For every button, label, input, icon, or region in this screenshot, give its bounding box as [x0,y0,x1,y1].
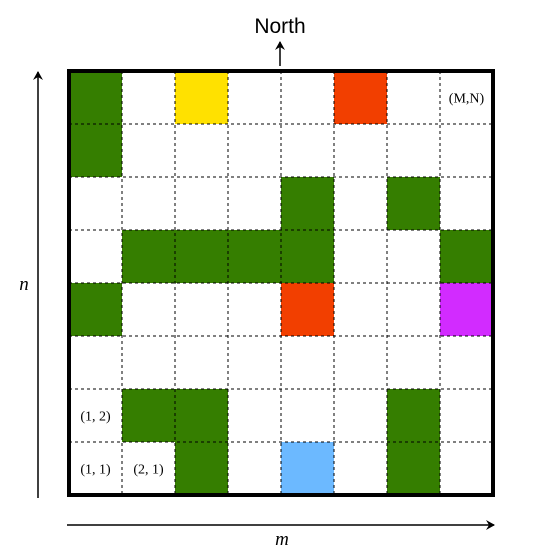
cell-yellow-3-8 [175,71,228,124]
cell-coordinate-label: (M,N) [449,92,485,107]
cell-coordinate-label: (2, 1) [133,463,164,478]
cell-green-2-2 [122,389,175,442]
cell-green-1-7 [69,124,122,177]
y-axis-label: n [19,274,29,295]
cell-green-7-6 [387,177,440,230]
cell-green-3-5 [175,230,228,283]
cell-coordinate-label: (1, 2) [80,410,111,425]
cell-green-7-2 [387,389,440,442]
cell-green-5-5 [281,230,334,283]
cell-green-5-6 [281,177,334,230]
cell-red-5-4 [281,283,334,336]
cell-red-6-8 [334,71,387,124]
cell-green-7-1 [387,442,440,495]
cell-green-1-8 [69,71,122,124]
cell-green-3-1 [175,442,228,495]
cell-green-8-5 [440,230,493,283]
cell-blue-5-1 [281,442,334,495]
cell-magenta-8-4 [440,283,493,336]
cell-coordinate-label: (1, 1) [80,463,111,478]
cell-green-4-5 [228,230,281,283]
north-label: North [254,15,305,38]
cell-green-2-5 [122,230,175,283]
cell-green-3-2 [175,389,228,442]
cell-green-1-4 [69,283,122,336]
x-axis-label: m [275,529,289,550]
